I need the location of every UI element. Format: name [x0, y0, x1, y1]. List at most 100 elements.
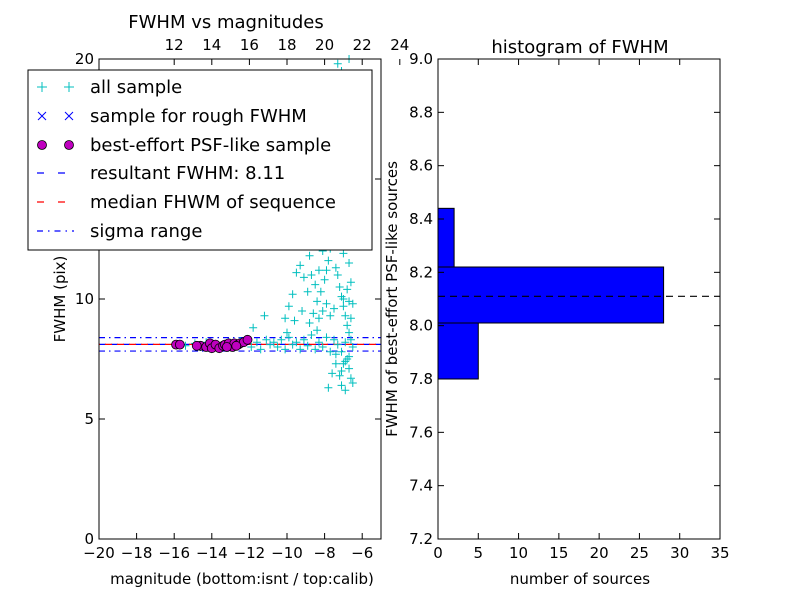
all-sample-point — [292, 268, 301, 277]
histogram-title: histogram of FWHM — [491, 37, 668, 58]
legend-frame — [27, 69, 373, 251]
histogram-bar — [437, 322, 479, 380]
all-sample-point — [288, 290, 297, 299]
top-x-tick-label: 18 — [277, 36, 296, 54]
all-sample-point — [339, 249, 348, 258]
all-sample-point — [283, 328, 291, 337]
all-sample-point — [324, 383, 333, 392]
fwhm-histogram-panel: 0 5 10 15 20 25 30 35 7.2 7.4 7.6 7.8 8.0 8.2 8.4 8.6 8.… — [383, 37, 730, 588]
all-sample-point — [330, 335, 338, 344]
all-sample-point — [249, 323, 258, 332]
all-sample-point — [314, 314, 323, 323]
all-sample-point — [326, 347, 335, 356]
all-sample-point — [247, 343, 256, 351]
all-sample-point — [333, 340, 342, 349]
all-sample-point — [335, 283, 344, 291]
all-sample-point — [290, 316, 299, 325]
psf-sample-point — [242, 334, 253, 345]
all-sample-point — [335, 371, 344, 380]
legend-plus-marker-icon — [37, 82, 74, 92]
all-sample-point — [260, 311, 269, 320]
all-sample-point — [346, 374, 355, 383]
x-tick-label: −12 — [234, 544, 266, 562]
legend-entry-sigma-range: sigma range — [37, 221, 202, 242]
all-sample-point — [345, 352, 354, 361]
all-sample-point — [331, 350, 340, 359]
x-tick-label: 5 — [474, 544, 484, 562]
y-tick-label: 7.8 — [409, 370, 433, 388]
psf-sample-point — [231, 340, 242, 351]
all-sample-point — [303, 341, 312, 350]
y-tick-label: 8.6 — [409, 157, 433, 175]
all-sample-point — [348, 379, 357, 387]
legend-circle-marker-icon — [37, 140, 74, 150]
y-tick-label: 8.2 — [409, 263, 433, 281]
y-tick-label: 10 — [75, 290, 94, 308]
x-tick-label: −16 — [158, 544, 190, 562]
all-sample-point — [320, 275, 329, 284]
all-sample-point — [343, 321, 352, 330]
all-sample-point — [281, 314, 290, 323]
y-tick-label: 8.4 — [409, 210, 433, 228]
x-tick-label: 20 — [590, 544, 609, 562]
all-sample-point — [273, 343, 282, 351]
histogram-bar — [437, 207, 455, 268]
legend-label: resultant FWHM: 8.11 — [90, 163, 285, 184]
legend-entry-psf-sample: best-effort PSF-like sample — [37, 135, 331, 156]
all-sample-point — [333, 59, 342, 68]
all-sample-point — [284, 302, 293, 311]
all-sample-point — [337, 381, 346, 390]
all-sample-point — [333, 271, 342, 279]
scatter-y-axis-label: FWHM (pix) — [51, 256, 69, 343]
scatter-legend: all sample sample for rough FWHM best-ef… — [27, 69, 373, 251]
all-sample-point — [330, 304, 338, 313]
scatter-x-axis-label: magnitude (bottom:isnt / top:calib) — [110, 570, 374, 588]
all-sample-point — [307, 331, 316, 339]
all-sample-point — [313, 297, 322, 306]
all-sample-point — [313, 326, 322, 335]
all-sample-point — [309, 309, 318, 318]
histogram-ticks: 0 5 10 15 20 25 30 35 7.2 7.4 7.6 7.8 8.0 8.2 8.4 8.6 8.… — [409, 50, 729, 562]
legend-x-marker-icon — [37, 111, 74, 121]
all-sample-point — [331, 263, 340, 272]
legend-label: all sample — [90, 77, 182, 98]
x-tick-label: 35 — [710, 544, 729, 562]
all-sample-point — [341, 386, 350, 395]
all-sample-point — [307, 271, 316, 279]
all-sample-point — [345, 328, 354, 337]
psf-sample-point — [221, 342, 232, 352]
all-sample-point — [341, 357, 350, 366]
scatter-title: FWHM vs magnitudes — [128, 12, 323, 33]
all-sample-point — [277, 335, 286, 344]
all-sample-point — [311, 280, 320, 289]
all-sample-point — [345, 297, 354, 306]
top-x-tick-label: 12 — [165, 36, 184, 54]
x-tick-label: −10 — [271, 544, 303, 562]
all-sample-point — [303, 287, 312, 296]
all-sample-point — [348, 343, 357, 351]
all-sample-point — [331, 359, 340, 368]
all-sample-point — [281, 345, 290, 354]
all-sample-point — [314, 338, 323, 347]
legend-entry-rough-sample: sample for rough FWHM — [37, 106, 307, 127]
all-sample-point — [345, 259, 354, 267]
legend-entry-resultant-fwhm: resultant FWHM: 8.11 — [37, 163, 285, 184]
scatter-plot-area — [99, 55, 381, 395]
all-sample-point — [322, 299, 331, 308]
histogram-axes-frame — [437, 58, 721, 540]
all-sample-point — [324, 256, 333, 265]
legend-label: sigma range — [90, 221, 202, 242]
legend-entry-median-fwhm: median FHWM of sequence — [37, 192, 336, 213]
y-tick-label: 8.8 — [409, 103, 433, 121]
x-tick-label: 25 — [630, 544, 649, 562]
top-x-tick-label: 24 — [390, 36, 409, 54]
y-tick-label: 9.0 — [409, 50, 433, 68]
all-sample-point — [262, 335, 271, 344]
all-sample-point — [318, 307, 327, 315]
x-tick-label: 15 — [549, 544, 568, 562]
all-sample-point — [305, 319, 314, 327]
y-tick-label: 0 — [84, 530, 94, 548]
y-tick-label: 7.6 — [409, 423, 433, 441]
all-sample-point — [346, 314, 355, 323]
all-sample-point — [314, 266, 323, 275]
